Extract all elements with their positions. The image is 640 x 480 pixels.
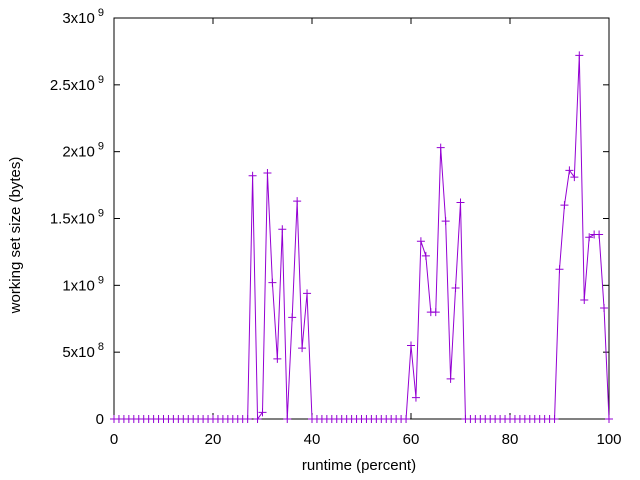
x-tick-label: 100 [596,431,621,448]
x-tick-label: 0 [110,431,118,448]
data-point [407,341,415,350]
y-tick-label: 5x10 8 [62,341,104,361]
plot-border [113,17,610,420]
data-point [451,284,460,293]
x-tick-label: 80 [502,431,519,448]
data-point [555,265,564,274]
y-tick-mantissa: 5x10 [62,344,95,361]
x-tick-label: 20 [205,431,222,448]
data-point [243,415,252,423]
data-point [570,173,579,182]
data-point [575,51,584,60]
data-point [565,166,574,175]
data-point [268,278,277,287]
y-tick-exponent: 9 [98,274,104,286]
data-point [278,225,287,234]
y-tick-mantissa: 3x10 [62,10,95,27]
data-point [441,217,450,226]
data-point [258,408,267,417]
data-point [605,415,613,423]
data-point [600,304,609,313]
y-tick-label: 2.5x10 9 [50,74,104,94]
series-working-set [110,51,613,423]
data-point [431,308,440,317]
data-point [248,171,257,180]
data-point [402,415,411,423]
data-point [273,354,282,363]
y-axis-label: working set size (bytes) [7,157,24,315]
y-tick-label: 2x10 9 [62,141,104,161]
data-point [293,197,302,206]
data-point [421,251,430,260]
data-point [580,296,589,305]
y-tick-exponent: 8 [98,341,104,353]
data-point [560,201,569,210]
data-point [436,143,445,152]
y-tick-exponent: 9 [98,141,104,153]
data-point [456,198,465,207]
series-line [114,55,610,421]
data-point [446,374,455,383]
y-tick-label: 3x10 9 [62,7,104,27]
x-axis-ticks: 0 20 40 60 80 100 [110,18,622,448]
data-point [263,169,272,178]
y-tick-label: 0 [96,411,104,428]
data-point [416,237,425,246]
data-point [288,313,297,322]
data-point [303,289,312,298]
y-tick-mantissa: 0 [96,411,104,428]
data-point [585,233,594,242]
data-point [253,415,262,423]
data-point [550,415,559,423]
x-tick-label: 60 [403,431,420,448]
data-point [411,393,420,402]
plot-frame [113,17,610,420]
y-tick-label: 1x10 9 [62,274,104,294]
y-tick-exponent: 9 [98,208,104,220]
y-tick-exponent: 9 [98,74,104,86]
y-tick-mantissa: 2x10 [62,144,95,161]
x-axis-label: runtime (percent) [302,457,416,474]
y-tick-mantissa: 2.5x10 [50,77,95,94]
y-tick-mantissa: 1.5x10 [50,211,95,228]
y-tick-label: 1.5x10 9 [50,208,104,228]
data-point [283,415,292,423]
x-tick-label: 40 [304,431,321,448]
data-point [595,230,604,239]
y-tick-exponent: 9 [98,7,104,19]
data-point [298,344,307,353]
y-tick-mantissa: 1x10 [62,277,95,294]
